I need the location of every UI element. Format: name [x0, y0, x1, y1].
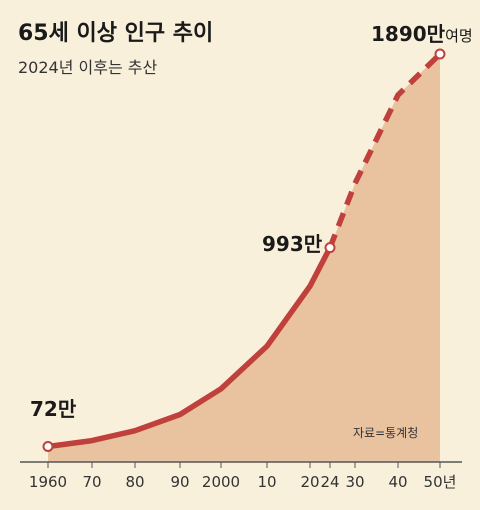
data-point-marker — [42, 440, 54, 452]
data-label: 72만 — [30, 397, 77, 421]
plot-area: 1960 70 80 90 2000 10 20 24 30 40 50년 72만 993만 1890만여… — [20, 22, 473, 491]
chart-subtitle: 2024년 이후는 추산 — [18, 58, 157, 77]
x-tick-label: 1960 — [29, 473, 67, 491]
x-tick-label: 2000 — [202, 473, 240, 491]
source-label: 자료=통계청 — [353, 426, 418, 440]
x-tick-label: 40 — [388, 473, 407, 491]
x-tick-label: 50년 — [424, 473, 457, 491]
x-tick-label: 80 — [125, 473, 144, 491]
data-label: 993만 — [262, 232, 323, 256]
series-line-actual — [45, 244, 333, 450]
chart-title: 65세 이상 인구 추이 — [18, 21, 213, 46]
x-tick-label: 24 — [320, 473, 339, 491]
x-tick-label: 70 — [82, 473, 101, 491]
x-tick-label: 20 — [300, 473, 319, 491]
x-tick-label: 10 — [257, 473, 276, 491]
data-point-marker — [324, 242, 336, 254]
area-fill — [48, 54, 440, 462]
data-point-marker — [434, 48, 446, 60]
x-tick-label: 30 — [345, 473, 364, 491]
x-tick-label: 90 — [170, 473, 189, 491]
series-line-projected — [327, 52, 442, 249]
data-label: 1890만여명 — [371, 22, 473, 46]
